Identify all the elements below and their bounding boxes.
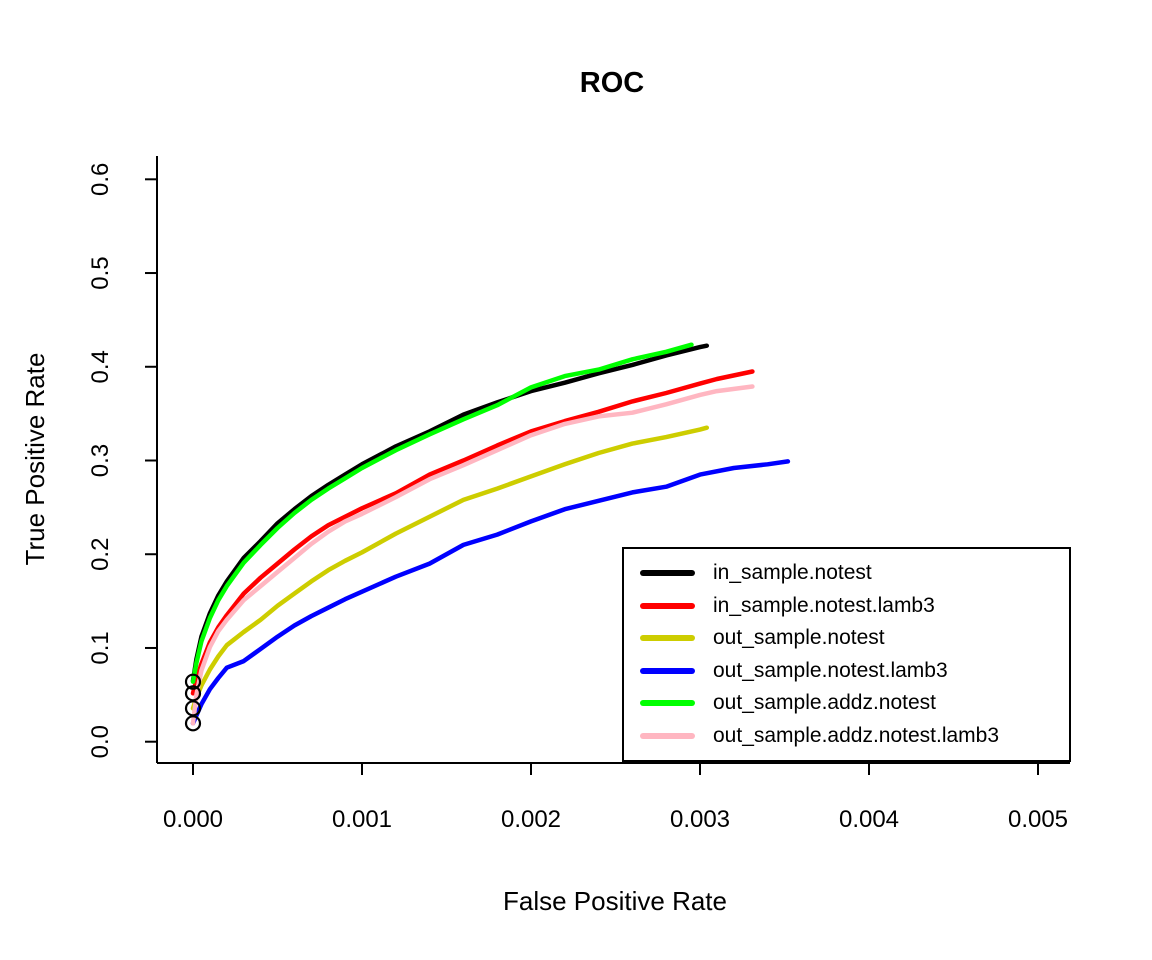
legend-item-5: out_sample.addz.notest.lamb3	[624, 720, 1069, 751]
x-tick-label: 0.002	[501, 806, 561, 833]
legend-item-4: out_sample.addz.notest	[624, 688, 1069, 719]
legend-line-swatch	[640, 667, 695, 674]
roc-curve-out_sample.addz.notest.lamb3	[190, 384, 755, 726]
legend-item-0: in_sample.notest	[624, 558, 1069, 589]
legend-item-3: out_sample.notest.lamb3	[624, 655, 1069, 686]
legend-line-swatch	[640, 635, 695, 642]
y-tick-label: 0.1	[87, 631, 114, 664]
y-tick-label: 0.6	[87, 163, 114, 196]
roc-curve-out_sample.notest.lamb3	[190, 459, 791, 726]
legend-item-label: out_sample.notest.lamb3	[713, 658, 948, 682]
legend-item-label: out_sample.addz.notest	[713, 691, 936, 715]
x-axis-label: False Positive Rate	[503, 886, 727, 916]
start-marker-circle	[184, 715, 202, 732]
roc-curve-in_sample.notest.lamb3	[190, 369, 755, 696]
legend-item-2: out_sample.notest	[624, 623, 1069, 654]
legend-line-swatch	[640, 602, 695, 609]
roc-curves	[190, 342, 791, 726]
y-tick-label: 0.3	[87, 444, 114, 477]
legend-line-swatch	[640, 700, 695, 707]
y-tick-label: 0.0	[87, 725, 114, 758]
axes: 0.000 0.001 0.002 0.003 0.004 0.005 0.0 0.1 0.2 0…	[87, 156, 1070, 833]
y-tick-label: 0.2	[87, 538, 114, 571]
legend-line-swatch	[640, 732, 695, 739]
y-tick-label: 0.5	[87, 256, 114, 289]
curve-start-markers	[184, 673, 202, 732]
start-marker-circle	[184, 673, 202, 690]
legend-line-swatch	[640, 570, 695, 577]
x-tick-label: 0.004	[839, 806, 899, 833]
roc-curve-out_sample.addz.notest	[190, 342, 694, 684]
legend-item-label: out_sample.addz.notest.lamb3	[713, 723, 1000, 747]
roc-curve-in_sample.notest	[190, 343, 710, 684]
x-tick-label: 0.001	[332, 806, 392, 833]
legend-item-1: in_sample.notest.lamb3	[624, 590, 1069, 621]
x-tick-label: 0.000	[163, 806, 223, 833]
chart-title: ROC	[580, 67, 645, 99]
x-tick-label: 0.003	[670, 806, 730, 833]
legend-item-label: out_sample.notest	[713, 626, 885, 650]
roc-curve-out_sample.notest	[190, 425, 710, 711]
legend-item-label: in_sample.notest	[713, 561, 872, 585]
x-tick-label: 0.005	[1008, 806, 1068, 833]
legend-item-label: in_sample.notest.lamb3	[713, 593, 935, 617]
y-axis-label: True Positive Rate	[20, 353, 50, 566]
y-tick-label: 0.4	[87, 350, 114, 383]
